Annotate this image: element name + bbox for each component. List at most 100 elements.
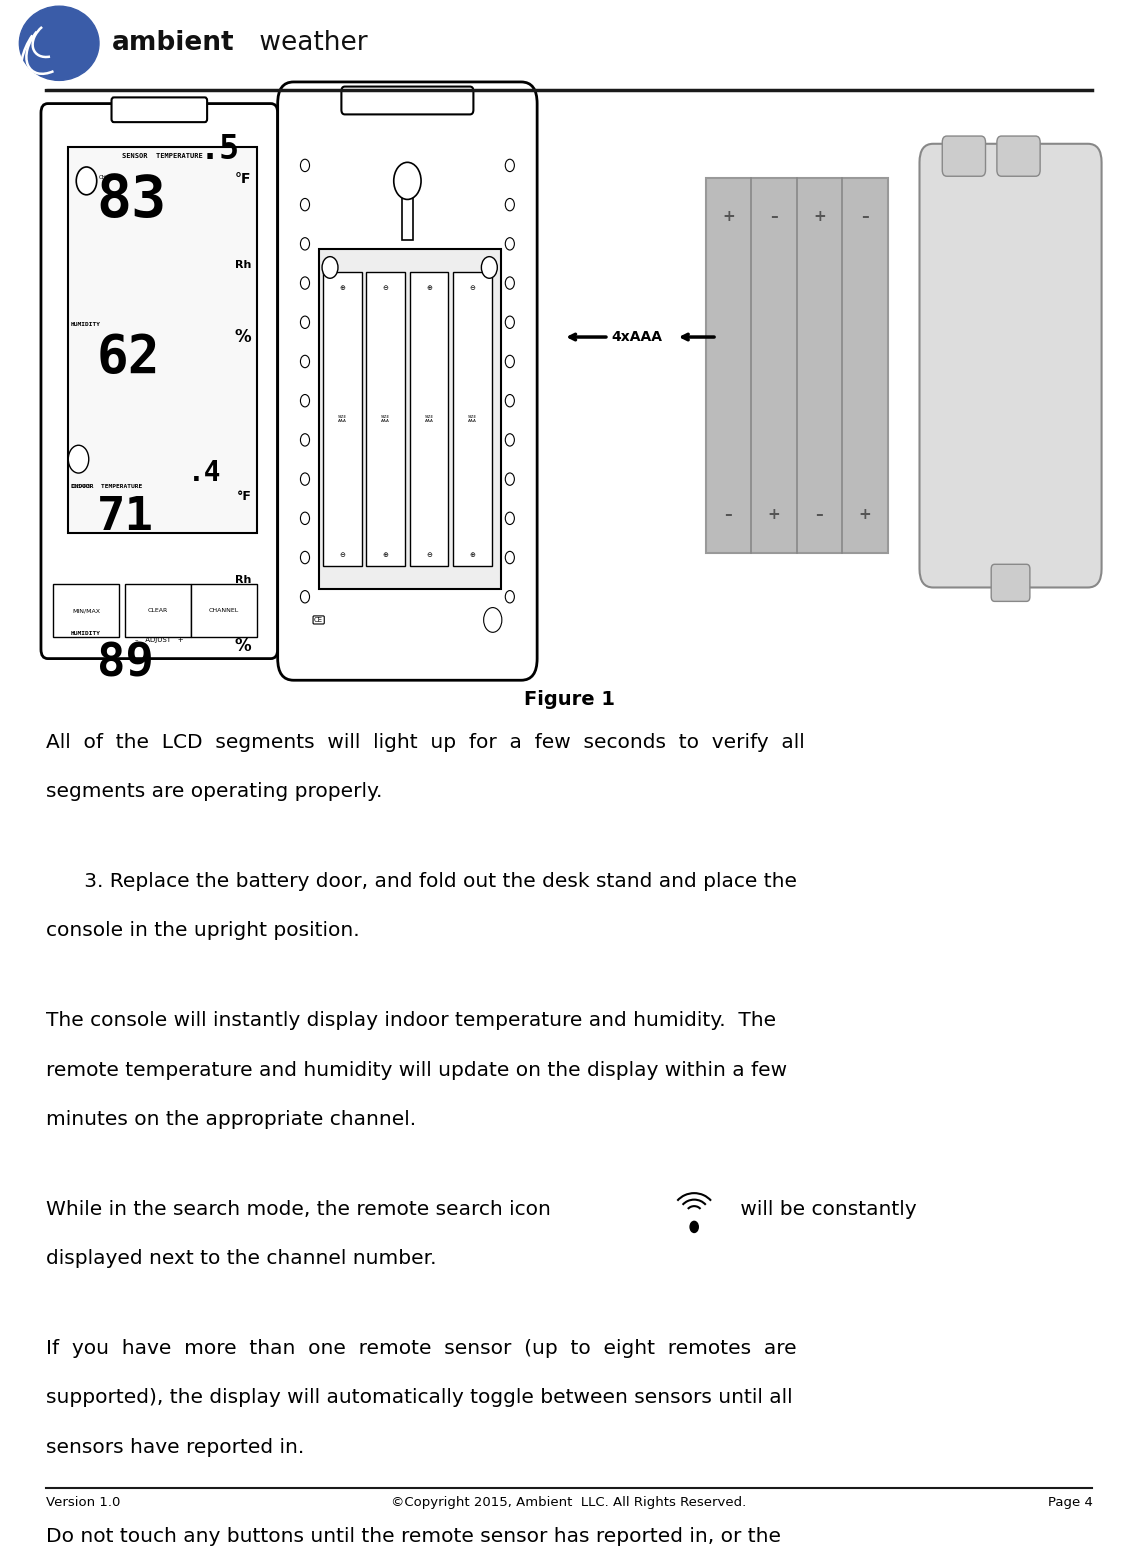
Text: ©Copyright 2015, Ambient  LLC. All Rights Reserved.: ©Copyright 2015, Ambient LLC. All Rights… <box>391 1497 747 1509</box>
Circle shape <box>300 356 310 368</box>
Text: ⊖: ⊖ <box>426 552 432 558</box>
Text: SENSOR  TEMPERATURE: SENSOR TEMPERATURE <box>123 153 203 159</box>
Text: MIN/MAX: MIN/MAX <box>73 608 100 614</box>
Text: console in the upright position.: console in the upright position. <box>46 921 360 940</box>
Circle shape <box>322 257 338 278</box>
Text: Rh: Rh <box>236 260 251 269</box>
Text: %: % <box>234 328 251 346</box>
Text: Figure 1: Figure 1 <box>523 690 615 708</box>
Text: –: – <box>861 209 868 224</box>
Text: displayed next to the channel number.: displayed next to the channel number. <box>46 1249 436 1268</box>
Text: 89: 89 <box>97 642 154 686</box>
Text: SIZE
AAA: SIZE AAA <box>381 414 390 424</box>
Text: HUMIDITY: HUMIDITY <box>71 322 100 328</box>
Text: CLEARS: CLEARS <box>71 484 92 490</box>
Text: +: + <box>721 209 735 224</box>
Bar <box>706 178 888 553</box>
FancyBboxPatch shape <box>341 87 473 114</box>
Circle shape <box>300 159 310 172</box>
Bar <box>53 584 119 637</box>
Text: ⊖: ⊖ <box>469 284 476 291</box>
Text: 3. Replace the battery door, and fold out the desk stand and place the: 3. Replace the battery door, and fold ou… <box>46 872 797 890</box>
Circle shape <box>76 167 97 195</box>
Text: minutes on the appropriate channel.: minutes on the appropriate channel. <box>46 1110 415 1129</box>
Text: All  of  the  LCD  segments  will  light  up  for  a  few  seconds  to  verify  : All of the LCD segments will light up fo… <box>46 733 805 751</box>
Text: 71: 71 <box>97 495 154 540</box>
Text: ⊕: ⊕ <box>469 552 476 558</box>
Circle shape <box>300 473 310 485</box>
Circle shape <box>505 198 514 210</box>
Circle shape <box>484 608 502 632</box>
Text: 24h: 24h <box>74 456 83 462</box>
Text: Do not touch any buttons until the remote sensor has reported in, or the: Do not touch any buttons until the remot… <box>46 1527 781 1546</box>
Bar <box>191 584 257 637</box>
Text: ⊕: ⊕ <box>339 284 346 291</box>
Text: –: – <box>725 507 732 523</box>
FancyBboxPatch shape <box>112 97 207 122</box>
Text: CE: CE <box>314 617 323 623</box>
Bar <box>125 584 191 637</box>
Text: will be constantly: will be constantly <box>734 1200 916 1218</box>
Bar <box>366 272 405 566</box>
Text: Page 4: Page 4 <box>1048 1497 1092 1509</box>
Circle shape <box>68 445 89 473</box>
Text: remote temperature and humidity will update on the display within a few: remote temperature and humidity will upd… <box>46 1061 786 1079</box>
Text: Version 1.0: Version 1.0 <box>46 1497 119 1509</box>
Text: CHANNEL: CHANNEL <box>209 608 239 614</box>
Text: .5: .5 <box>199 133 239 165</box>
Bar <box>402 181 413 240</box>
Text: .4: .4 <box>188 459 221 487</box>
Text: ⊕: ⊕ <box>382 552 389 558</box>
Text: The console will instantly display indoor temperature and humidity.  The: The console will instantly display indoo… <box>46 1011 776 1030</box>
FancyBboxPatch shape <box>41 104 278 659</box>
Text: 83: 83 <box>97 172 167 229</box>
Text: ⊖: ⊖ <box>382 284 389 291</box>
Circle shape <box>505 356 514 368</box>
Circle shape <box>300 552 310 564</box>
Circle shape <box>481 257 497 278</box>
Circle shape <box>505 552 514 564</box>
Text: segments are operating properly.: segments are operating properly. <box>46 782 382 801</box>
FancyBboxPatch shape <box>991 564 1030 601</box>
Circle shape <box>300 512 310 524</box>
Text: supported), the display will automatically toggle between sensors until all: supported), the display will automatical… <box>46 1388 792 1407</box>
Bar <box>453 272 492 566</box>
Text: SIZE
AAA: SIZE AAA <box>468 414 477 424</box>
Circle shape <box>300 394 310 407</box>
Text: –   ADJUST   +: – ADJUST + <box>135 637 183 643</box>
Circle shape <box>300 238 310 250</box>
Text: +: + <box>767 507 781 523</box>
Circle shape <box>505 512 514 524</box>
Circle shape <box>505 394 514 407</box>
Text: While in the search mode, the remote search icon: While in the search mode, the remote sea… <box>46 1200 556 1218</box>
Text: SIZE
AAA: SIZE AAA <box>338 414 347 424</box>
Text: +: + <box>813 209 826 224</box>
Circle shape <box>505 238 514 250</box>
Ellipse shape <box>19 6 99 80</box>
Text: °F: °F <box>237 490 251 502</box>
Circle shape <box>505 277 514 289</box>
Circle shape <box>505 434 514 447</box>
Text: +: + <box>858 507 872 523</box>
Text: 62: 62 <box>97 332 160 385</box>
Circle shape <box>300 434 310 447</box>
Text: –: – <box>816 507 823 523</box>
Circle shape <box>505 159 514 172</box>
Text: weather: weather <box>251 31 368 56</box>
FancyBboxPatch shape <box>942 136 986 176</box>
Circle shape <box>505 473 514 485</box>
FancyBboxPatch shape <box>278 82 537 680</box>
Text: HUMIDITY: HUMIDITY <box>71 631 100 637</box>
Circle shape <box>505 591 514 603</box>
Text: ambient: ambient <box>112 31 234 56</box>
Text: °F: °F <box>236 172 251 186</box>
Circle shape <box>300 277 310 289</box>
Circle shape <box>505 315 514 328</box>
Text: ⊖: ⊖ <box>339 552 346 558</box>
Circle shape <box>690 1221 699 1232</box>
Bar <box>410 272 448 566</box>
Circle shape <box>300 315 310 328</box>
Circle shape <box>300 591 310 603</box>
Text: SIZE
AAA: SIZE AAA <box>424 414 434 424</box>
Text: If  you  have  more  than  one  remote  sensor  (up  to  eight  remotes  are: If you have more than one remote sensor … <box>46 1339 797 1357</box>
